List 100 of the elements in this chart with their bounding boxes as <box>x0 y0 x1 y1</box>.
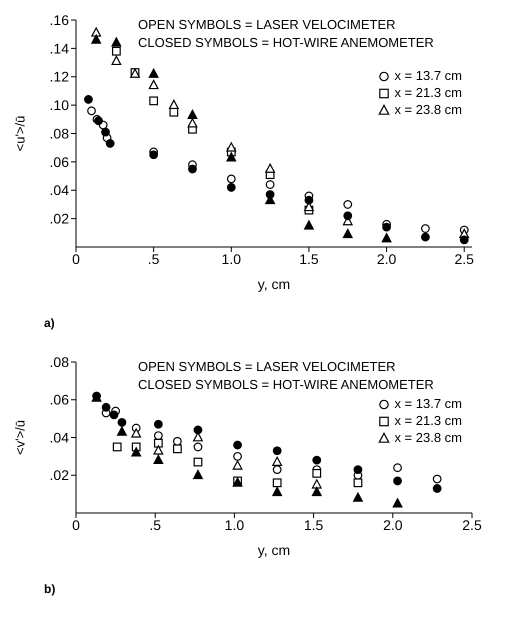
x-axis-title: y, cm <box>258 542 290 558</box>
point <box>343 211 352 220</box>
point <box>304 196 314 205</box>
point <box>312 456 322 465</box>
x-tick-label: 0 <box>72 250 80 267</box>
point <box>343 200 352 209</box>
point <box>232 460 242 470</box>
point <box>272 465 282 474</box>
y-axis-title: <u'>/ū <box>12 116 28 152</box>
point <box>226 152 236 162</box>
point <box>421 224 430 233</box>
point <box>84 95 93 104</box>
point <box>382 233 392 242</box>
point <box>112 46 121 56</box>
point <box>188 118 198 128</box>
point <box>153 454 164 464</box>
point <box>226 174 236 184</box>
point <box>432 484 442 493</box>
point <box>110 410 118 420</box>
x-tick-label: 2.0 <box>376 250 397 267</box>
x-tick-label: 1.5 <box>299 250 319 267</box>
point <box>312 468 322 478</box>
y-tick-label: .10 <box>50 97 70 114</box>
x-tick-label: 2.5 <box>462 516 482 533</box>
point <box>272 486 282 496</box>
y-tick-label: .08 <box>50 125 70 142</box>
point <box>111 37 122 47</box>
point <box>226 183 236 192</box>
point <box>101 128 110 136</box>
legend-label: x = 21.3 cm <box>394 85 462 100</box>
y-tick-label: .16 <box>50 12 70 28</box>
point <box>106 139 115 148</box>
point <box>188 164 197 174</box>
point <box>226 142 236 152</box>
point <box>421 232 430 242</box>
y-tick-label: .14 <box>50 40 70 56</box>
y-tick-label: .08 <box>50 354 70 370</box>
point <box>393 476 402 486</box>
legend-label: x = 13.7 cm <box>394 396 462 411</box>
point <box>188 110 198 119</box>
point <box>382 222 391 232</box>
x-tick-label: 1.0 <box>224 516 244 533</box>
y-tick-label: .06 <box>50 154 70 170</box>
point <box>149 150 158 160</box>
point <box>148 80 159 90</box>
annotation: CLOSED SYMBOLS = HOT-WIRE ANEMOMETER <box>138 376 434 394</box>
point <box>154 420 163 429</box>
point <box>102 402 110 412</box>
legend-label: x = 21.3 cm <box>394 413 462 428</box>
annotation: OPEN SYMBOLS = LASER VELOCIMETER <box>138 16 397 34</box>
point <box>148 68 159 78</box>
point <box>353 492 363 502</box>
point <box>131 447 142 456</box>
x-tick-label: .5 <box>148 250 160 267</box>
point <box>131 428 142 438</box>
point <box>392 498 402 508</box>
y-tick-label: .12 <box>50 68 70 85</box>
point <box>460 236 469 244</box>
point <box>342 228 353 238</box>
point <box>233 452 242 461</box>
annotation: CLOSED SYMBOLS = HOT-WIRE ANEMOMETER <box>138 34 434 52</box>
point <box>168 100 179 110</box>
x-tick-label: 1.0 <box>222 250 242 267</box>
point <box>149 96 158 106</box>
point <box>154 438 163 448</box>
point <box>117 426 127 436</box>
point <box>272 478 282 488</box>
point <box>312 486 322 496</box>
point <box>312 479 322 489</box>
y-tick-label: .04 <box>50 182 70 198</box>
point <box>193 470 203 480</box>
point <box>304 220 314 230</box>
point <box>266 180 275 189</box>
point <box>432 474 442 484</box>
point <box>112 442 122 452</box>
point <box>272 446 282 456</box>
y-tick-label: .02 <box>50 467 70 484</box>
point <box>354 465 362 474</box>
x-tick-label: 2.0 <box>383 516 403 533</box>
y-tick-label: .04 <box>50 429 70 446</box>
point <box>91 27 102 37</box>
point <box>272 456 282 466</box>
x-tick-label: 1.5 <box>304 516 324 533</box>
point <box>194 442 202 452</box>
point <box>393 463 402 472</box>
x-tick-label: 0 <box>72 516 80 533</box>
point <box>194 458 202 466</box>
y-tick-label: .02 <box>50 210 70 227</box>
y-axis-title: <v'>/ū <box>12 420 28 456</box>
x-axis-title: y, cm <box>258 276 290 292</box>
point <box>153 445 164 455</box>
point <box>265 164 276 173</box>
text: a) <box>44 316 55 330</box>
point <box>194 426 202 434</box>
annotation: OPEN SYMBOLS = LASER VELOCIMETER <box>138 358 397 376</box>
point <box>91 34 102 44</box>
legend-label: x = 13.7 cm <box>394 68 462 83</box>
point <box>233 440 242 450</box>
point <box>118 418 126 427</box>
text: b) <box>44 582 56 596</box>
